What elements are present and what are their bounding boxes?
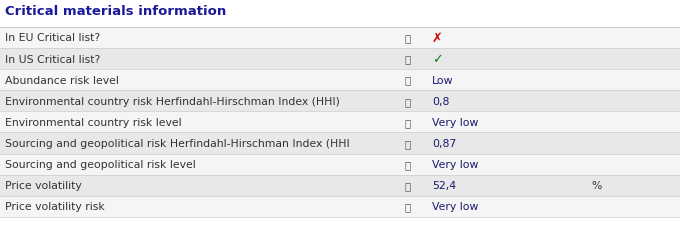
FancyBboxPatch shape: [0, 91, 680, 112]
Text: 0,8: 0,8: [432, 96, 449, 106]
Text: ⓘ: ⓘ: [405, 159, 411, 169]
Text: Environmental country risk level: Environmental country risk level: [5, 117, 182, 127]
Text: Price volatility risk: Price volatility risk: [5, 201, 105, 211]
FancyBboxPatch shape: [0, 70, 680, 91]
Text: ✓: ✓: [432, 53, 443, 66]
FancyBboxPatch shape: [0, 28, 680, 49]
Text: 0,87: 0,87: [432, 138, 456, 148]
FancyBboxPatch shape: [0, 154, 680, 175]
Text: Price volatility: Price volatility: [5, 180, 82, 190]
Text: In US Critical list?: In US Critical list?: [5, 54, 100, 64]
Text: Very low: Very low: [432, 159, 478, 169]
Text: Sourcing and geopolitical risk level: Sourcing and geopolitical risk level: [5, 159, 196, 169]
FancyBboxPatch shape: [0, 133, 680, 154]
Text: Environmental country risk Herfindahl-Hirschman Index (HHI): Environmental country risk Herfindahl-Hi…: [5, 96, 339, 106]
Text: ⓘ: ⓘ: [405, 33, 411, 43]
Text: Very low: Very low: [432, 117, 478, 127]
Text: ⓘ: ⓘ: [405, 180, 411, 190]
Text: ⓘ: ⓘ: [405, 117, 411, 127]
FancyBboxPatch shape: [0, 196, 680, 217]
Text: 52,4: 52,4: [432, 180, 456, 190]
Text: Critical materials information: Critical materials information: [5, 5, 226, 18]
Text: ⓘ: ⓘ: [405, 138, 411, 148]
FancyBboxPatch shape: [0, 175, 680, 196]
Text: ⓘ: ⓘ: [405, 75, 411, 85]
Text: In EU Critical list?: In EU Critical list?: [5, 33, 100, 43]
Text: Very low: Very low: [432, 201, 478, 211]
Text: ⓘ: ⓘ: [405, 54, 411, 64]
Text: Low: Low: [432, 75, 454, 85]
Text: Abundance risk level: Abundance risk level: [5, 75, 118, 85]
Text: Sourcing and geopolitical risk Herfindahl-Hirschman Index (HHI: Sourcing and geopolitical risk Herfindah…: [5, 138, 350, 148]
Text: %: %: [592, 180, 602, 190]
FancyBboxPatch shape: [0, 49, 680, 70]
Text: ✗: ✗: [432, 32, 443, 45]
FancyBboxPatch shape: [0, 112, 680, 133]
Text: ⓘ: ⓘ: [405, 96, 411, 106]
Text: ⓘ: ⓘ: [405, 201, 411, 211]
